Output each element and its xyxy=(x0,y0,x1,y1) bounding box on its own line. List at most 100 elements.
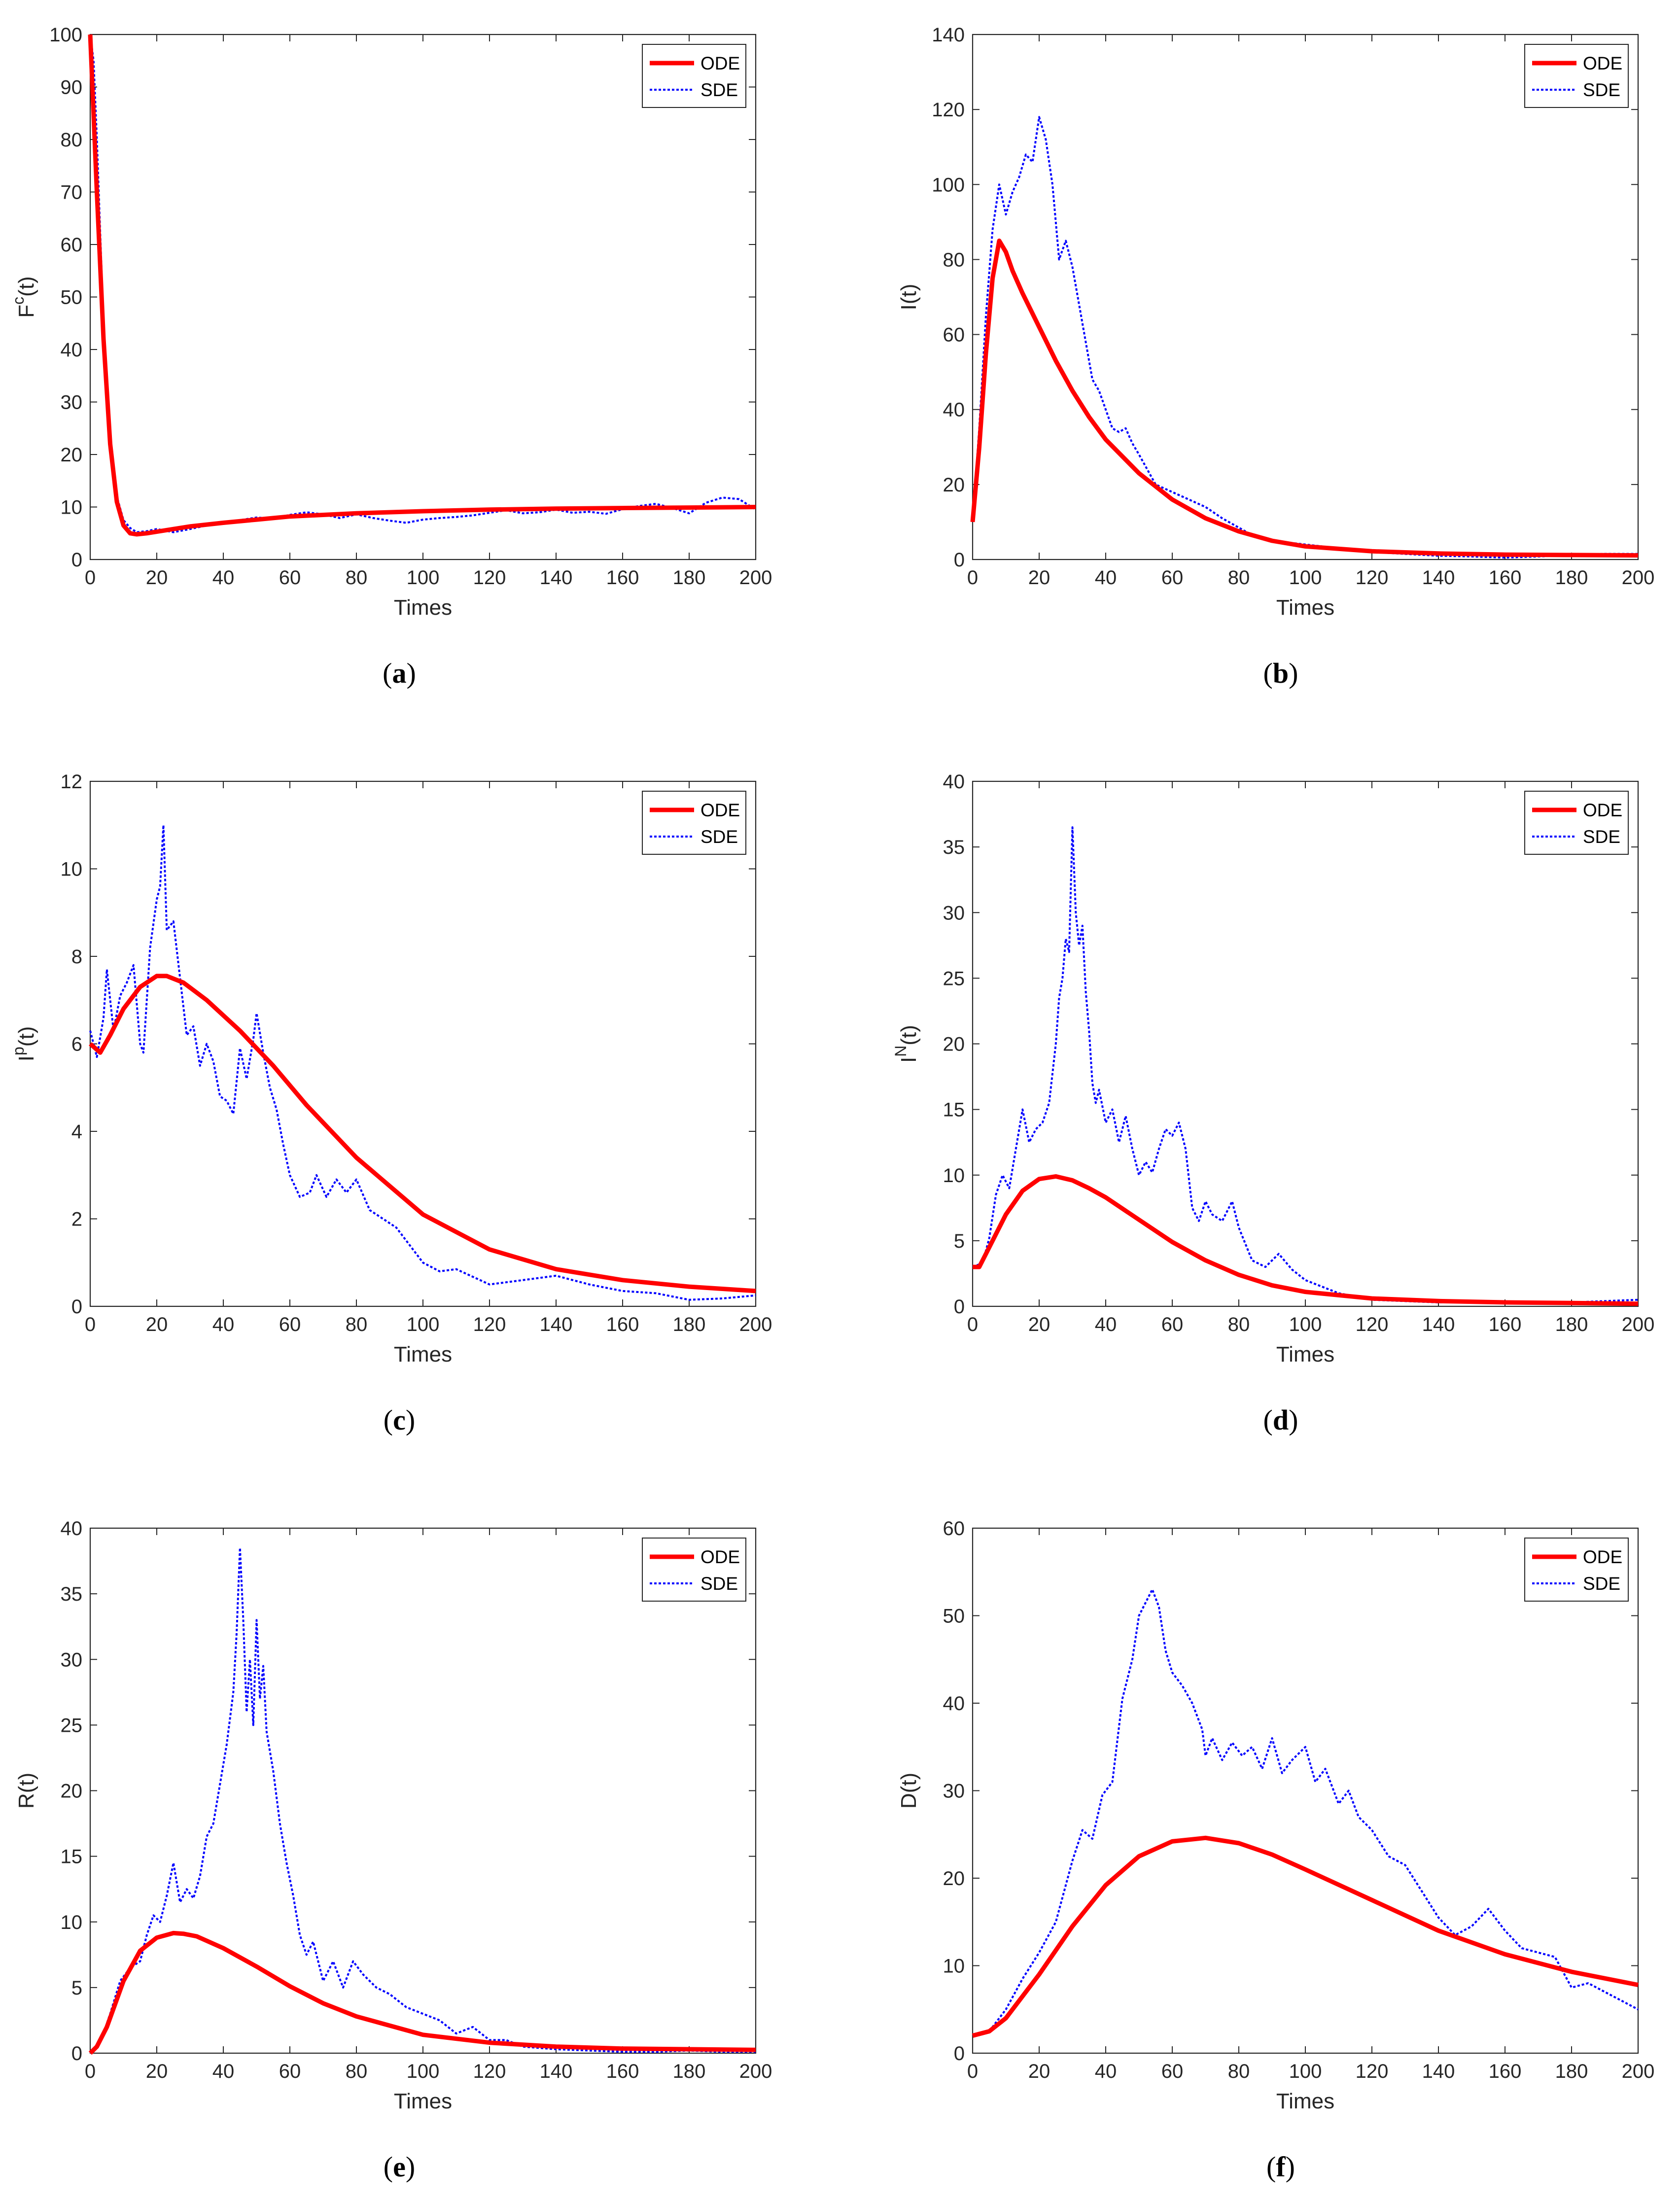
x-tick-label: 200 xyxy=(739,1314,772,1335)
panel-d-chart: 0 20 40 60 80 100 120 140 160 180 200 0 5 10 15 20 25 30 3… xyxy=(892,771,1654,1436)
y-tick-label: 20 xyxy=(61,1781,83,1802)
x-tick-label: 60 xyxy=(1161,1314,1184,1335)
y-axis-label-tail: (t) xyxy=(14,276,38,297)
series-line-ode xyxy=(88,1930,756,2055)
series-line-sde xyxy=(89,1546,756,2054)
y-tick-label: 80 xyxy=(943,249,965,271)
x-tick-label: 200 xyxy=(739,567,772,589)
legend-box xyxy=(642,1538,746,1602)
panel-caption: (e) xyxy=(384,2151,415,2183)
x-tick-label: 180 xyxy=(1555,567,1588,589)
panel-e-chart: 0 20 40 60 80 100 120 140 160 180 200 0 5 10 15 20 25 30 3… xyxy=(14,1518,772,2183)
y-axis-label-tail: (t) xyxy=(897,284,921,305)
y-tick-label: 2 xyxy=(71,1209,82,1230)
x-tick-label: 100 xyxy=(407,567,440,589)
caption-open-paren: ( xyxy=(1263,657,1273,689)
x-tick-label: 40 xyxy=(212,567,235,589)
caption-open-paren: ( xyxy=(384,2151,393,2183)
x-tick-label: 20 xyxy=(1028,567,1050,589)
x-tick-label: 20 xyxy=(146,1314,168,1335)
y-tick-label: 6 xyxy=(71,1034,82,1055)
caption-close-paren: ) xyxy=(1289,657,1298,689)
x-tick-label: 160 xyxy=(1489,2061,1522,2082)
x-axis-label: Times xyxy=(1276,595,1334,620)
legend-label-ode: ODE xyxy=(700,800,740,820)
x-tick-label: 180 xyxy=(1555,1314,1588,1335)
y-tick-label: 0 xyxy=(71,1296,82,1318)
y-axis-label-base: F xyxy=(14,305,38,318)
x-tick-label: 180 xyxy=(673,2061,706,2082)
y-tick-label: 12 xyxy=(61,771,83,793)
y-tick-label: 4 xyxy=(71,1121,82,1143)
y-tick-label: 0 xyxy=(954,549,965,571)
y-tick-label: 5 xyxy=(954,1230,965,1252)
y-axis-label: Fc(t) xyxy=(9,276,38,317)
plot-area-box xyxy=(972,1527,1639,2054)
caption-open-paren: ( xyxy=(1266,2151,1276,2183)
y-axis-label: R(t) xyxy=(14,1773,38,1809)
caption-close-paren: ) xyxy=(1286,2151,1295,2183)
y-axis-label-base: I xyxy=(897,304,921,310)
x-tick-label: 100 xyxy=(407,2061,440,2082)
x-tick-label: 200 xyxy=(1622,2061,1655,2082)
legend-label-sde: SDE xyxy=(700,1574,738,1594)
panel-c-chart: 0 20 40 60 80 100 120 140 160 180 200 0 2 4 6 8 10 12 Time… xyxy=(9,771,772,1436)
caption-close-paren: ) xyxy=(406,1404,415,1436)
x-tick-label: 80 xyxy=(1228,2061,1250,2082)
caption-letter: a xyxy=(392,657,407,689)
y-tick-label: 60 xyxy=(61,234,83,256)
x-tick-label: 140 xyxy=(1422,567,1455,589)
y-tick-label: 10 xyxy=(61,1912,83,1933)
series-line-sde xyxy=(89,34,757,533)
panel-caption: (f) xyxy=(1266,2151,1295,2183)
y-tick-label: 35 xyxy=(61,1583,83,1605)
x-tick-label: 100 xyxy=(1289,567,1322,589)
y-tick-label: 35 xyxy=(943,837,965,858)
y-tick-label: 20 xyxy=(943,1868,965,1890)
series-line-ode xyxy=(970,238,1639,558)
x-tick-label: 180 xyxy=(1555,2061,1588,2082)
x-tick-label: 40 xyxy=(212,1314,235,1335)
x-tick-label: 80 xyxy=(1228,567,1250,589)
y-tick-label: 80 xyxy=(61,129,83,151)
x-tick-label: 120 xyxy=(1356,2061,1389,2082)
x-axis-label: Times xyxy=(394,595,452,620)
y-tick-label: 100 xyxy=(932,174,965,196)
x-tick-label: 120 xyxy=(473,1314,506,1335)
x-tick-label: 0 xyxy=(85,567,96,589)
series-line-ode xyxy=(89,974,756,1294)
legend-label-sde: SDE xyxy=(1583,80,1620,100)
legend-label-ode: ODE xyxy=(700,1547,740,1567)
y-axis-label-superscript: p xyxy=(9,1047,27,1055)
x-tick-label: 40 xyxy=(1095,2061,1117,2082)
y-tick-label: 70 xyxy=(61,182,83,204)
x-tick-label: 60 xyxy=(279,2061,301,2082)
series-line-ode xyxy=(88,34,756,537)
y-tick-label: 30 xyxy=(61,392,83,414)
series-line-sde xyxy=(972,116,1638,559)
y-tick-label: 40 xyxy=(943,1693,965,1715)
legend-label-sde: SDE xyxy=(700,80,738,100)
y-tick-label: 20 xyxy=(943,474,965,496)
x-tick-label: 160 xyxy=(606,1314,639,1335)
y-axis-label-base: D xyxy=(897,1793,921,1809)
caption-letter: c xyxy=(393,1404,406,1436)
y-tick-label: 25 xyxy=(943,968,965,989)
x-tick-label: 0 xyxy=(967,2061,978,2082)
caption-open-paren: ( xyxy=(383,657,392,689)
x-tick-label: 120 xyxy=(1356,567,1389,589)
legend-label-ode: ODE xyxy=(1583,1547,1622,1567)
x-tick-label: 80 xyxy=(346,2061,368,2082)
x-tick-label: 0 xyxy=(967,567,978,589)
legend-box xyxy=(642,44,746,108)
x-tick-label: 60 xyxy=(279,1314,301,1335)
y-tick-label: 30 xyxy=(61,1649,83,1671)
x-tick-label: 80 xyxy=(346,567,368,589)
y-tick-label: 50 xyxy=(943,1606,965,1627)
y-tick-label: 20 xyxy=(61,444,83,466)
y-axis-label: Ip(t) xyxy=(9,1026,38,1062)
y-tick-label: 15 xyxy=(943,1099,965,1121)
y-axis-label-base: R xyxy=(14,1793,38,1809)
caption-close-paren: ) xyxy=(406,2151,415,2183)
y-tick-label: 0 xyxy=(954,2043,965,2065)
